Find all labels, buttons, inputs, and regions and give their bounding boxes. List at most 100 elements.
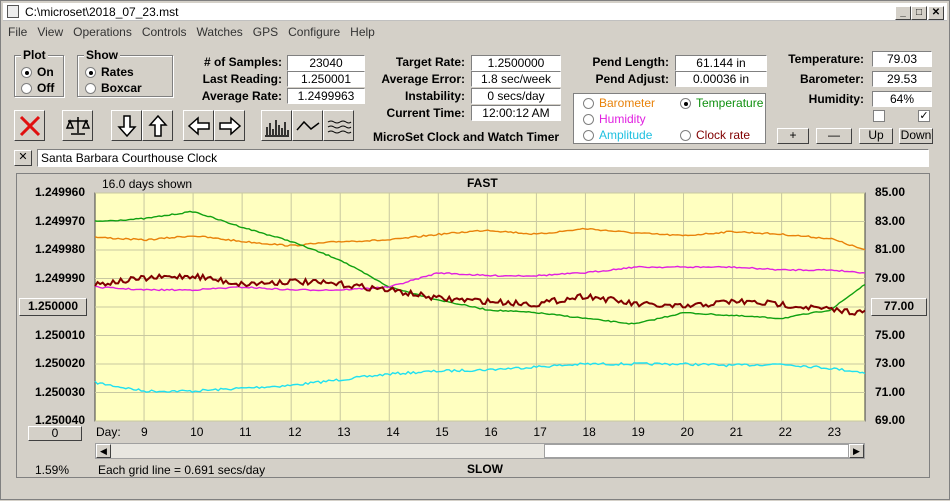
window-title: C:\microset\2018_07_23.mst	[25, 5, 179, 19]
right-tick-label: 73.00	[875, 356, 906, 370]
menu-configure[interactable]: Configure	[288, 25, 341, 39]
sensor-temperature-radio[interactable]: Temperature	[680, 96, 763, 110]
menu-file[interactable]: File	[8, 25, 28, 39]
day-tick-label: 18	[582, 425, 596, 439]
day-tick-label: 22	[778, 425, 792, 439]
center-rate-button[interactable]: 1.250000	[19, 298, 87, 316]
menu-operations[interactable]: Operations	[73, 25, 132, 39]
radio-indicator	[583, 97, 594, 109]
last-reading-label: Last Reading:	[202, 72, 282, 86]
menu-help[interactable]: Help	[350, 25, 375, 39]
pend-adjust-value: 0.00036 in	[675, 71, 767, 87]
right-tick-label: 81.00	[875, 242, 906, 256]
menu-watches[interactable]: Watches	[196, 25, 243, 39]
app-icon	[7, 5, 19, 18]
histogram-button[interactable]	[261, 110, 292, 141]
sensor-temperature-label: Temperature	[696, 96, 764, 110]
menu-controls[interactable]: Controls	[141, 25, 187, 39]
scroll-right-button[interactable]: ▶	[849, 444, 864, 458]
series-line-clock-rate	[94, 272, 866, 316]
left-tick-label: 1.250040	[34, 413, 85, 427]
sensor-humidity-radio[interactable]: Humidity	[583, 112, 646, 126]
clear-name-button[interactable]: ✕	[14, 150, 32, 166]
offset-zero-button[interactable]: 0	[28, 426, 82, 441]
menu-gps[interactable]: GPS	[252, 25, 279, 39]
sensor-amplitude-radio[interactable]: Amplitude	[583, 128, 652, 142]
close-button[interactable]: ✕	[928, 6, 944, 20]
scroll-left-button[interactable]: ◀	[96, 444, 111, 458]
day-axis-label: Day:	[96, 425, 121, 439]
series-line-barometer	[94, 227, 866, 251]
target-rate-value: 1.2500000	[471, 55, 561, 71]
sensor-barometer-label: Barometer	[599, 96, 656, 110]
radio-indicator	[85, 82, 96, 94]
checkbox-2[interactable]: ✓	[918, 110, 930, 122]
wave-icon	[295, 120, 319, 130]
average-rate-value: 1.2499963	[287, 88, 365, 104]
balance-button[interactable]	[62, 110, 93, 141]
target-rate-label: Target Rate:	[395, 55, 465, 69]
humidity-value: 64%	[872, 91, 932, 107]
chart-panel	[16, 173, 930, 478]
arrow-right-icon	[218, 115, 241, 136]
left-arrow-button[interactable]	[183, 110, 214, 141]
left-tick-label: 1.250010	[34, 327, 85, 342]
clock-name-input[interactable]: Santa Barbara Courthouse Clock	[37, 149, 929, 167]
day-tick-label: 14	[386, 425, 400, 439]
radio-indicator	[680, 129, 691, 141]
sensor-clockrate-radio[interactable]: Clock rate	[680, 128, 750, 142]
left-tick-label: 1.249960	[34, 185, 85, 199]
sensor-select-box	[573, 93, 766, 144]
app-name: MicroSet Clock and Watch Timer	[373, 130, 560, 144]
radio-indicator	[680, 97, 691, 109]
sensor-clockrate-label: Clock rate	[696, 128, 751, 142]
arrow-up-icon	[147, 114, 168, 137]
instability-label: Instability:	[404, 89, 465, 103]
right-arrow-button[interactable]	[214, 110, 245, 141]
minimize-button[interactable]: _	[895, 6, 911, 20]
down-button[interactable]: Down	[899, 128, 933, 144]
up-button[interactable]: Up	[859, 128, 893, 144]
arrow-left-icon	[187, 115, 210, 136]
zoom-in-button[interactable]: +	[777, 128, 809, 144]
left-tick-label: 1.249990	[34, 270, 85, 285]
show-rates-radio[interactable]: Rates	[85, 65, 134, 79]
plot-on-radio[interactable]: On	[21, 65, 54, 79]
average-rate-label: Average Rate:	[201, 89, 282, 103]
plot-group-title: Plot	[21, 48, 48, 62]
menu-bar: File View Operations Controls Watches GPS Conf…	[3, 23, 947, 41]
left-tick-label: 1.249970	[34, 213, 85, 228]
day-tick-label: 9	[141, 425, 148, 439]
series-line-temperature	[94, 210, 866, 325]
temperature-label: Temperature:	[788, 52, 864, 66]
up-arrow-button[interactable]	[142, 110, 173, 141]
show-rates-label: Rates	[101, 65, 134, 79]
scroll-thumb[interactable]	[544, 444, 849, 458]
center-sensor-button[interactable]: 77.00	[871, 298, 927, 316]
left-tick-label: 1.249980	[34, 242, 85, 256]
zoom-out-button[interactable]: —	[816, 128, 852, 144]
waveform-button[interactable]	[292, 110, 323, 141]
average-error-value: 1.8 sec/week	[471, 71, 561, 87]
radio-indicator	[21, 66, 32, 78]
radio-indicator	[583, 129, 594, 141]
menu-view[interactable]: View	[37, 25, 64, 39]
plot-off-radio[interactable]: Off	[21, 81, 54, 95]
down-arrow-button[interactable]	[111, 110, 142, 141]
slow-label: SLOW	[467, 462, 503, 476]
average-error-label: Average Error:	[381, 72, 465, 86]
red-x-icon	[19, 115, 40, 136]
balance-scale-icon	[65, 116, 90, 135]
day-tick-label: 20	[680, 425, 694, 439]
show-boxcar-radio[interactable]: Boxcar	[85, 81, 142, 95]
show-boxcar-label: Boxcar	[101, 81, 142, 95]
checkbox-1[interactable]	[873, 110, 885, 122]
day-tick-label: 17	[533, 425, 547, 439]
maximize-button[interactable]: □	[911, 6, 927, 20]
plot-group: Plot	[14, 48, 64, 97]
clear-data-button[interactable]	[14, 110, 45, 141]
time-scrollbar[interactable]: ◀ ▶	[95, 443, 865, 459]
sensor-barometer-radio[interactable]: Barometer	[583, 96, 655, 110]
noise-button[interactable]	[323, 110, 354, 141]
